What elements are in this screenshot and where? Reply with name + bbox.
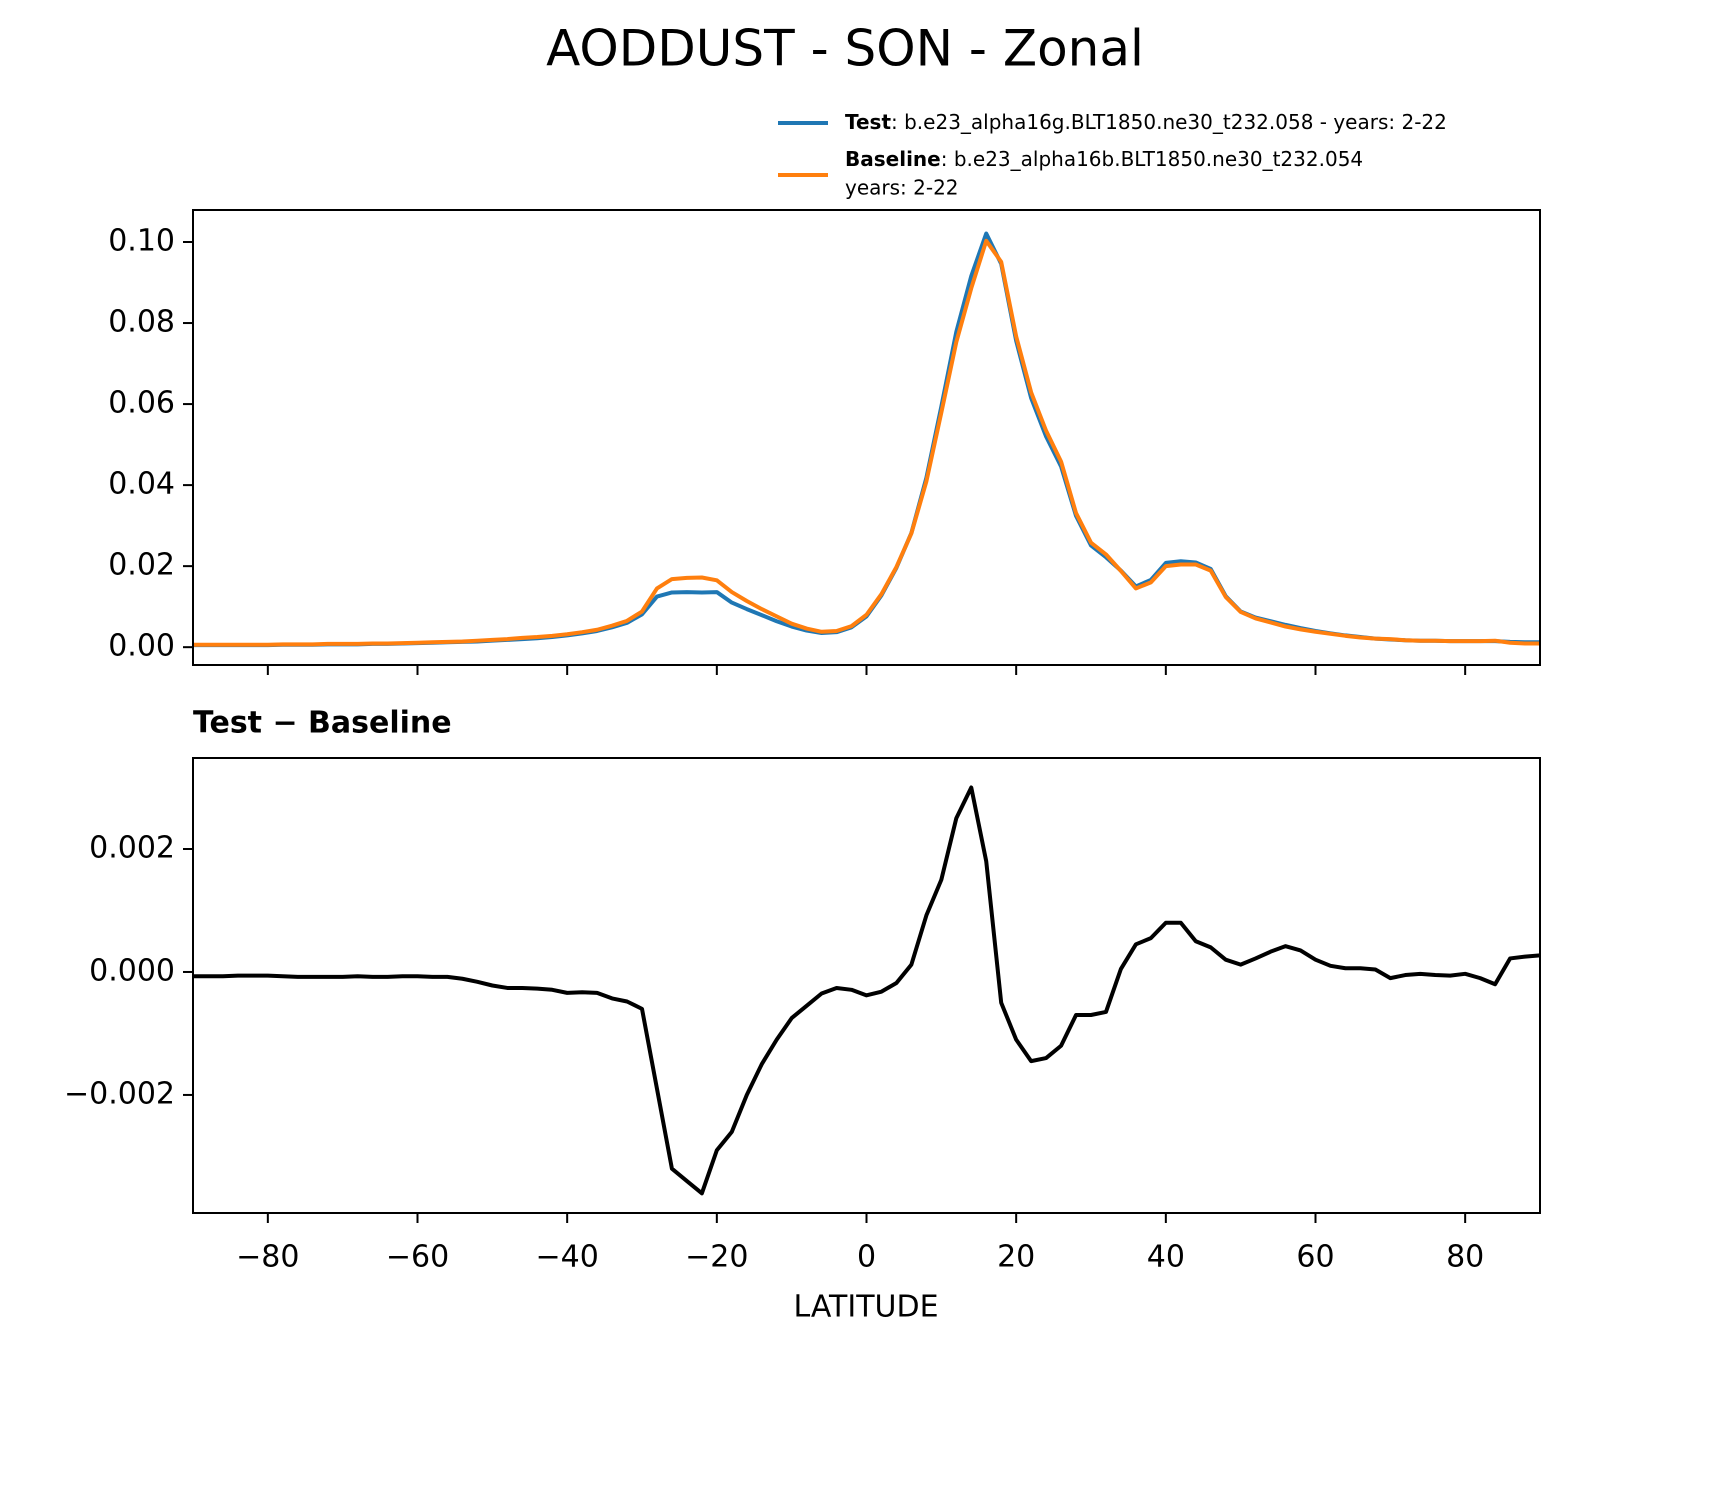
chart-title: AODDUST - SON - Zonal <box>546 20 1144 78</box>
legend-description: : b.e23_alpha16b.BLT1850.ne30_t232.054 <box>941 147 1363 171</box>
y-tick-label: −0.002 <box>64 1076 175 1111</box>
y-tick-label: 0.06 <box>108 386 175 421</box>
x-tick-label: −40 <box>536 1240 599 1275</box>
legend-label: Test: b.e23_alpha16g.BLT1850.ne30_t232.0… <box>845 110 1447 134</box>
x-tick-label: −20 <box>685 1240 748 1275</box>
x-tick-label: 60 <box>1296 1240 1334 1275</box>
legend-description: : b.e23_alpha16g.BLT1850.ne30_t232.058 -… <box>891 110 1447 134</box>
y-tick-label: 0.08 <box>108 305 175 340</box>
x-tick-label: 80 <box>1446 1240 1484 1275</box>
y-tick-label: 0.10 <box>108 224 175 259</box>
legend-name: Test <box>845 110 891 134</box>
x-tick-label: 20 <box>997 1240 1035 1275</box>
y-tick-label: 0.00 <box>108 629 175 664</box>
y-tick-label: 0.002 <box>89 831 175 866</box>
x-axis-label: LATITUDE <box>793 1290 938 1325</box>
x-tick-label: −80 <box>236 1240 299 1275</box>
y-tick-label: 0.04 <box>108 467 175 502</box>
x-tick-label: 40 <box>1147 1240 1185 1275</box>
panel-title: Test − Baseline <box>193 706 452 741</box>
x-tick-label: 0 <box>857 1240 876 1275</box>
legend-label: Baseline: b.e23_alpha16b.BLT1850.ne30_t2… <box>845 147 1363 171</box>
y-tick-label: 0.02 <box>108 548 175 583</box>
data-line <box>193 785 1540 1196</box>
legend-name: Baseline <box>845 147 941 171</box>
legend-description: years: 2-22 <box>845 176 959 200</box>
x-tick-label: −60 <box>386 1240 449 1275</box>
y-tick-label: 0.000 <box>89 953 175 988</box>
data-line <box>193 238 1540 647</box>
